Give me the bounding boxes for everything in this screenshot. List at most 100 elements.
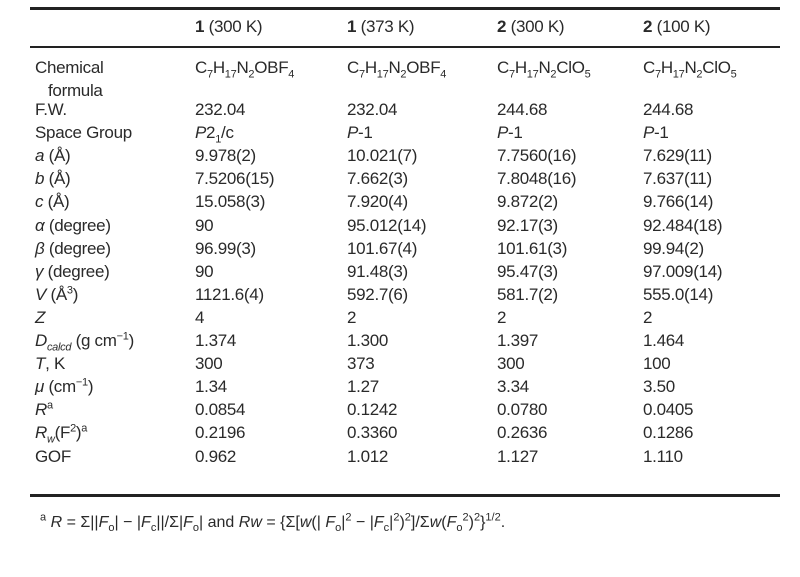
table-cell: 1.110 xyxy=(643,446,683,466)
text-segment: 1 xyxy=(195,17,205,36)
text-segment: F xyxy=(98,514,109,531)
row-label: β (degree) xyxy=(35,239,111,259)
text-segment: calcd xyxy=(46,341,72,354)
table-cell: 7.637(11) xyxy=(643,169,712,189)
text-segment: − | xyxy=(351,514,374,531)
text-segment: F xyxy=(325,514,336,531)
text-segment: F xyxy=(141,514,151,531)
text-segment: 17 xyxy=(526,68,539,81)
table-cell: P-1 xyxy=(347,123,373,143)
row-label: Dcalcd (g cm−1) xyxy=(35,331,134,354)
text-segment: N xyxy=(684,58,697,77)
table-cell: 92.484(18) xyxy=(643,215,723,235)
text-segment: (373 K) xyxy=(356,17,415,36)
text-segment: o xyxy=(335,522,342,535)
table-cell: 9.872(2) xyxy=(497,192,558,212)
text-segment: N xyxy=(236,58,249,77)
text-segment: F xyxy=(446,514,457,531)
row-label: α (degree) xyxy=(35,216,111,236)
text-segment: Chemical xyxy=(35,58,104,77)
row-label-continued: formula xyxy=(48,81,103,101)
text-segment: ) xyxy=(87,377,94,397)
text-segment: (300 K) xyxy=(204,17,263,36)
text-segment: | and xyxy=(199,514,239,531)
table-cell: 2 xyxy=(643,307,653,327)
text-segment: 7 xyxy=(508,68,515,81)
text-segment: 5 xyxy=(730,68,737,81)
table-cell: 10.021(7) xyxy=(347,146,418,166)
table-cell: 90 xyxy=(195,215,214,235)
row-label: Z xyxy=(35,308,45,328)
text-segment: , K xyxy=(45,354,65,374)
text-segment: (| xyxy=(311,514,326,531)
table-cell: 3.50 xyxy=(643,377,675,397)
text-segment: w xyxy=(429,514,442,531)
table-cell: 99.94(2) xyxy=(643,238,704,258)
text-segment: 7 xyxy=(654,68,661,81)
text-segment: H xyxy=(514,58,527,77)
column-header: 2 (300 K) xyxy=(497,17,565,37)
table-cell: 9.766(14) xyxy=(643,192,714,212)
row-label: μ (cm−1) xyxy=(35,376,94,397)
text-segment: 2 xyxy=(206,123,216,143)
text-segment: ClO xyxy=(702,58,731,77)
text-segment: 17 xyxy=(376,68,389,81)
text-segment: ) xyxy=(468,514,474,531)
table-cell: 0.0405 xyxy=(643,400,694,420)
text-segment: -1 xyxy=(358,123,373,143)
text-segment: /c xyxy=(221,123,234,143)
text-segment: P xyxy=(497,123,509,143)
table-cell: 95.47(3) xyxy=(497,261,558,281)
text-segment: ) xyxy=(75,423,82,443)
row-label: Rw(F2)a xyxy=(35,422,87,445)
text-segment: (Å) xyxy=(44,146,71,166)
table-cell: 7.662(3) xyxy=(347,169,408,189)
table-cell: 15.058(3) xyxy=(195,192,266,212)
table-cell: 0.2636 xyxy=(497,423,548,443)
table-cell: 0.1286 xyxy=(643,423,694,443)
text-segment: (degree) xyxy=(43,261,110,281)
text-segment: H xyxy=(212,58,225,77)
text-segment: = Σ|| xyxy=(62,514,99,531)
table-cell: 300 xyxy=(195,354,223,374)
text-segment: 5 xyxy=(584,68,591,81)
table-cell: 244.68 xyxy=(497,100,548,119)
text-segment: C xyxy=(347,58,359,77)
text-segment: w xyxy=(299,514,312,531)
table-cell: P-1 xyxy=(497,123,523,143)
text-segment: D xyxy=(35,331,47,350)
text-segment: 1/2 xyxy=(485,511,501,524)
text-segment: N xyxy=(388,58,401,77)
table-cell: 3.34 xyxy=(497,377,529,397)
row-label: Ra xyxy=(35,400,53,420)
text-segment: H xyxy=(364,58,377,77)
text-segment: −1 xyxy=(75,376,88,389)
table-cell: 0.1242 xyxy=(347,400,398,420)
text-segment: -1 xyxy=(508,123,523,143)
text-segment: GOF xyxy=(35,446,71,466)
table-cell: 101.61(3) xyxy=(497,238,568,258)
table-cell: C7H17N2OBF4 xyxy=(195,58,294,80)
text-segment: 2 xyxy=(696,68,703,81)
header-rule xyxy=(30,46,780,48)
text-segment: α xyxy=(35,215,45,235)
table-cell: 1.397 xyxy=(497,331,539,350)
table-cell: C7H17N2ClO5 xyxy=(643,58,737,81)
text-segment: (degree) xyxy=(44,238,111,258)
text-segment: a xyxy=(46,399,53,412)
text-segment: (cm xyxy=(44,377,76,397)
text-segment: (degree) xyxy=(44,215,111,235)
text-segment: 2 xyxy=(70,422,76,435)
row-label: T, K xyxy=(35,354,65,374)
text-segment: 3 xyxy=(66,284,73,297)
table-cell: P-1 xyxy=(643,123,669,143)
text-segment: 17 xyxy=(672,68,685,81)
text-segment: Rw xyxy=(238,514,262,531)
row-label: GOF xyxy=(35,447,71,467)
text-segment: } xyxy=(480,514,486,531)
text-segment: -1 xyxy=(654,123,669,143)
text-segment: ||/Σ| xyxy=(156,514,184,531)
table-cell: 373 xyxy=(347,354,375,374)
text-segment: (Å) xyxy=(43,192,70,212)
table-cell: 1.464 xyxy=(643,331,685,350)
